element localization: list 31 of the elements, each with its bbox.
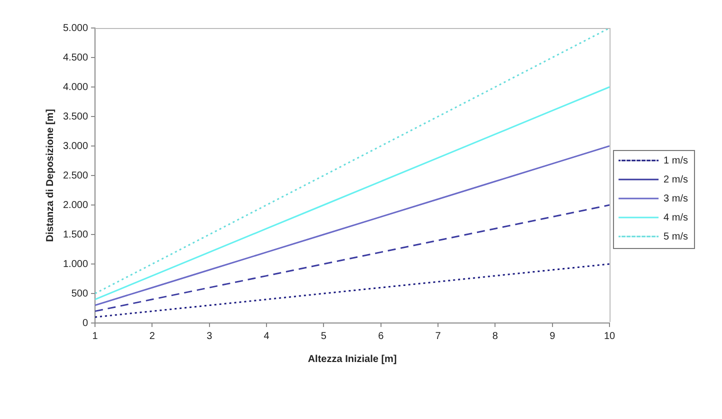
legend-label: 2 m/s: [664, 174, 688, 186]
legend-label: 1 m/s: [664, 155, 688, 166]
x-tick-label: 1: [92, 330, 98, 342]
y-tick-label: 2.500: [62, 170, 88, 182]
x-tick-label: 7: [435, 330, 442, 342]
y-tick-label: 5.000: [62, 22, 88, 34]
x-tick-label: 10: [604, 330, 616, 342]
line-series: [95, 204, 610, 312]
y-tick-label: 500: [71, 288, 88, 300]
y-axis-title: Distanza di Deposizione [m]: [44, 109, 56, 242]
x-tick-label: 3: [206, 330, 213, 342]
x-tick-label: 9: [550, 330, 556, 342]
y-tick-label: 2.000: [62, 200, 88, 211]
x-tick-label: 5: [320, 330, 327, 342]
y-tick-label: 3.500: [62, 111, 88, 122]
x-tick-label: 8: [492, 330, 498, 342]
legend-label: 4 m/s: [664, 212, 688, 224]
y-tick-label: 4.500: [62, 52, 88, 64]
legend-label: 3 m/s: [664, 193, 688, 204]
y-tick-label: 0: [82, 318, 88, 329]
y-tick-label: 3.000: [62, 140, 88, 152]
y-tick-label: 1.000: [62, 258, 88, 270]
y-tick-label: 1.500: [62, 229, 88, 240]
legend-label: 5 m/s: [664, 231, 688, 242]
line-series: [95, 28, 610, 294]
line-series: [95, 263, 610, 318]
x-axis-title: Altezza Iniziale [m]: [308, 354, 397, 365]
y-tick-label: 4.000: [62, 82, 88, 93]
x-tick-label: 2: [149, 330, 156, 342]
x-tick-label: 6: [378, 330, 384, 342]
x-tick-label: 4: [264, 330, 270, 342]
